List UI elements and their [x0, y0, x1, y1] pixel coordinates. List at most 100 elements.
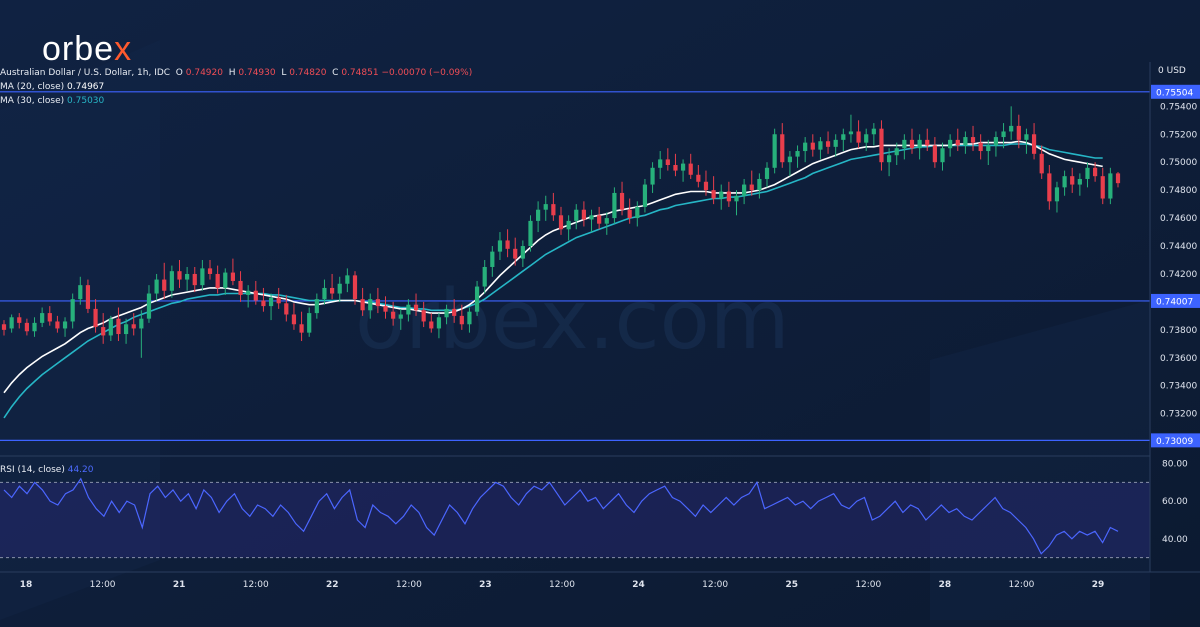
candle	[772, 128, 777, 174]
candle	[375, 287, 380, 314]
candle-body	[703, 181, 709, 191]
open-value: 0.74920	[185, 68, 223, 78]
candle	[268, 293, 274, 321]
price-axis[interactable]: 0.75400 0.75200 0.75000 0.74800 0.74600 0.744…	[1149, 62, 1200, 572]
rsi-tick-label: 60.00	[1162, 497, 1188, 507]
time-tick-label: 21	[173, 580, 186, 590]
candle-body	[993, 137, 999, 146]
candle-body	[70, 299, 75, 322]
candle	[780, 123, 785, 168]
candle-body	[1108, 173, 1113, 199]
candle-body	[604, 218, 609, 224]
candle-body	[108, 318, 113, 336]
candle-body	[642, 184, 648, 207]
low-value: 0.74820	[289, 68, 327, 78]
candle-body	[619, 192, 625, 210]
candle	[886, 148, 892, 177]
candle-body	[1016, 125, 1021, 140]
candle-body	[757, 178, 762, 191]
candle-body	[970, 137, 976, 143]
candle	[253, 280, 258, 305]
time-tick-label: 28	[939, 580, 952, 590]
candle	[123, 318, 129, 344]
price-tick-label: 0.73200	[1160, 410, 1197, 420]
candle	[848, 114, 854, 143]
candle	[284, 294, 289, 322]
candle	[230, 258, 236, 286]
candle	[1108, 167, 1113, 205]
rsi-tick-label: 40.00	[1162, 535, 1188, 545]
candle-body	[116, 318, 121, 335]
candle-body	[1085, 167, 1090, 179]
candle	[1001, 123, 1006, 149]
price-tick-label: 0.75400	[1160, 102, 1197, 112]
candle	[528, 215, 533, 252]
candle	[238, 271, 243, 302]
candle-body	[406, 304, 411, 315]
candle-body	[215, 273, 220, 288]
candle-body	[139, 318, 144, 329]
candle-body	[268, 297, 274, 307]
candle-body	[856, 131, 861, 143]
candle-body	[307, 313, 312, 333]
candle-body	[467, 311, 472, 325]
close-value: 0.74851	[341, 68, 379, 78]
candle	[841, 128, 846, 152]
candle	[1077, 173, 1082, 196]
candle	[192, 266, 197, 293]
candle-body	[780, 134, 785, 163]
time-tick-label: 22	[326, 580, 339, 590]
candle	[986, 139, 991, 165]
candle-body	[322, 287, 327, 300]
candle	[543, 195, 548, 221]
candle-body	[459, 315, 464, 325]
candle	[1062, 170, 1067, 196]
candle	[78, 276, 83, 305]
candle	[223, 268, 228, 295]
currency-code: USD	[1166, 66, 1186, 76]
candle-body	[17, 317, 22, 323]
candle-body	[1077, 178, 1082, 185]
candle	[642, 178, 648, 213]
candle	[436, 313, 442, 339]
candle	[474, 280, 480, 316]
candle	[261, 287, 266, 312]
candle	[200, 260, 205, 291]
change-value: −0.00070 (−0.09%)	[381, 68, 473, 78]
candle	[787, 151, 793, 177]
candle-body	[1039, 153, 1044, 174]
level-price-tag	[1151, 84, 1200, 99]
high-label: H	[228, 68, 236, 78]
time-axis[interactable]: 18 12:00 21 12:00 22 12:00 23 12:00 24 12:00 25 12:…	[0, 571, 1200, 590]
candle	[948, 134, 953, 157]
candle	[444, 304, 449, 325]
candle	[680, 159, 686, 182]
candle-body	[917, 139, 922, 149]
candle-body	[223, 272, 228, 288]
candle	[597, 206, 602, 230]
candle	[932, 137, 937, 168]
candle	[955, 128, 960, 152]
candle-body	[886, 155, 892, 163]
candle-body	[131, 324, 136, 329]
candle-body	[383, 306, 388, 312]
candle	[604, 212, 609, 235]
candle-body	[246, 290, 251, 295]
candle	[391, 301, 396, 326]
candle	[55, 315, 60, 333]
candle	[116, 307, 121, 342]
symbol-legend: Australian Dollar / U.S. Dollar, 1h, IDC…	[0, 68, 472, 78]
candle	[329, 273, 335, 300]
candle-body	[696, 174, 701, 182]
candle	[551, 192, 556, 221]
candle-body	[734, 195, 739, 202]
candle-body	[1115, 173, 1121, 184]
candle-body	[566, 220, 571, 230]
candle-body	[162, 279, 167, 291]
candle	[734, 190, 739, 216]
candle	[513, 237, 518, 266]
candle	[581, 201, 586, 227]
candle-body	[635, 206, 640, 219]
candle-body	[299, 324, 304, 333]
